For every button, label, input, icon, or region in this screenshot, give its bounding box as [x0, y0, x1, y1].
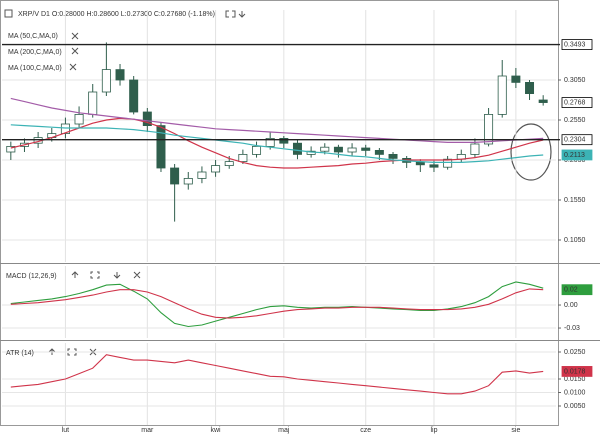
y-tick-label: 0.0050: [564, 403, 586, 410]
value-box: [561, 284, 593, 296]
value-box-label: 0.3493: [564, 41, 586, 48]
candle-body: [238, 153, 248, 162]
frame: [0, 0, 559, 426]
panel-title: ATR (14): [6, 350, 34, 357]
x-tick-label: lip: [430, 427, 437, 434]
panel-title: MACD (12,26,9): [6, 273, 57, 280]
series-line: [10, 288, 544, 319]
series-line: [10, 281, 544, 328]
candle-body: [142, 111, 152, 127]
y-tick-label: 0.1550: [564, 197, 586, 204]
x-tick-label: lut: [62, 427, 69, 434]
legend-entry: MA (200,C,MA,0): [8, 49, 62, 56]
y-tick-label: 0.0150: [564, 376, 586, 383]
candle-body: [388, 153, 398, 159]
series-line: [10, 117, 544, 169]
candle-body: [429, 164, 439, 168]
candle-body: [183, 177, 193, 185]
candle-body: [333, 146, 343, 153]
chart-title: XRP/V D1 O:0.28000 H:0.28600 L:0.27300 C…: [18, 11, 215, 18]
value-box: [561, 97, 593, 108]
candle-body: [374, 149, 384, 155]
candle-body: [525, 82, 535, 95]
value-box-label: 0.0178: [564, 368, 586, 375]
candle-body: [101, 69, 111, 93]
candle-body: [88, 91, 98, 115]
y-tick-label: 0.0100: [564, 389, 586, 396]
value-box: [561, 149, 593, 161]
candle-body: [115, 69, 125, 81]
candle-body: [415, 161, 425, 166]
candle-body: [265, 137, 275, 147]
series-line: [10, 354, 544, 395]
value-box-label: 0.2113: [564, 152, 585, 159]
candle-body: [129, 79, 139, 113]
candle-body: [538, 99, 548, 103]
candle-body: [211, 165, 221, 173]
candle-body: [197, 171, 207, 179]
value-box: [561, 39, 593, 50]
legend-entry: MA (100,C,MA,0): [8, 65, 62, 72]
candle-body: [252, 145, 262, 155]
candle-body: [6, 145, 16, 153]
candle-body: [279, 137, 289, 144]
x-tick-label: cze: [360, 427, 371, 434]
value-box: [561, 134, 593, 146]
y-tick-label: 0.2550: [564, 117, 586, 124]
candle-body: [60, 123, 70, 134]
candle-body: [74, 114, 84, 125]
highlight-circle: [510, 123, 552, 181]
y-tick-label: -0.03: [564, 325, 580, 332]
y-tick-label: 0.1050: [564, 237, 586, 244]
candle-body: [347, 147, 357, 153]
value-box-label: 0.2304: [564, 137, 586, 144]
legend-entry: MA (50,C,MA,0): [8, 33, 58, 40]
candle-body: [361, 147, 371, 151]
candle-body: [224, 161, 234, 167]
candle-body: [292, 142, 302, 155]
toolbar-icons[interactable]: [4, 9, 246, 356]
value-box-label: 0.02: [564, 287, 578, 294]
candle-body: [443, 158, 453, 168]
candle-body: [511, 75, 521, 83]
value-box: [561, 366, 593, 377]
candle-body: [497, 75, 507, 115]
candle-body: [470, 143, 480, 155]
value-box-label: 0.2768: [564, 99, 586, 106]
y-tick-label: 0.3050: [564, 77, 586, 84]
y-tick-label: 0.00: [564, 302, 578, 309]
x-tick-label: mar: [141, 427, 154, 434]
x-tick-label: sie: [511, 427, 520, 434]
candle-body: [484, 114, 494, 145]
candle-body: [320, 146, 330, 152]
candle-body: [170, 167, 180, 185]
series-line: [10, 124, 544, 163]
candle-body: [156, 125, 166, 169]
x-tick-label: kwi: [211, 427, 222, 434]
series-line: [10, 97, 544, 143]
y-tick-label: 0.0250: [564, 349, 586, 356]
x-tick-label: maj: [278, 427, 290, 434]
